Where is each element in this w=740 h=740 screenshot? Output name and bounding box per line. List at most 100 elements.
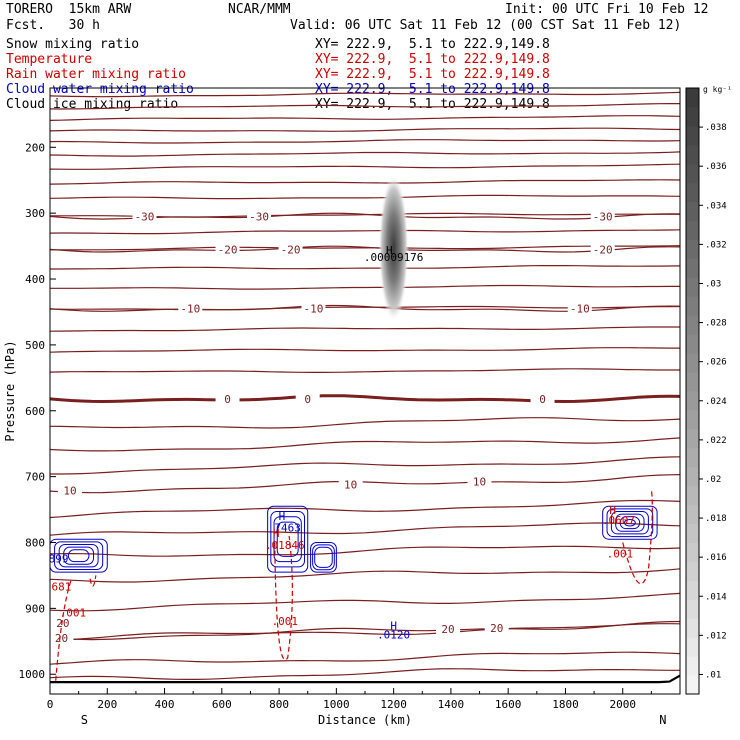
colorbar-segment bbox=[686, 675, 699, 695]
colorbar-segment bbox=[686, 372, 699, 392]
isotherm-label: 0 bbox=[304, 393, 311, 406]
y-tick-label: 600 bbox=[25, 405, 45, 418]
cloud-water-contour bbox=[58, 543, 99, 568]
isotherm-label-bg bbox=[215, 243, 240, 256]
rain-contour bbox=[274, 535, 293, 661]
isotherm-line bbox=[49, 347, 680, 353]
colorbar-segment bbox=[686, 144, 699, 165]
plot-frame bbox=[49, 87, 681, 695]
isotherm-line bbox=[49, 417, 681, 429]
annotation-label: 681 bbox=[52, 581, 72, 594]
cloud-water-contour bbox=[63, 546, 95, 565]
y-tick-label: 800 bbox=[25, 537, 45, 550]
isotherm-label: 10 bbox=[473, 476, 486, 489]
isotherm-label: -10 bbox=[180, 303, 200, 316]
annotation-label: H bbox=[609, 504, 616, 517]
colorbar-segment bbox=[686, 504, 699, 525]
y-axis-label: Pressure (hPa) bbox=[3, 340, 17, 441]
y-tick-label: 200 bbox=[25, 141, 45, 154]
cloud-water-contour bbox=[312, 544, 335, 571]
annotation-label: .001 bbox=[607, 548, 634, 561]
cloud-water-contour bbox=[310, 542, 337, 573]
colorbar-segment bbox=[686, 201, 699, 222]
cloud-water-contour bbox=[610, 511, 649, 535]
y-tick-label: 500 bbox=[25, 339, 45, 352]
cloud-water-contour bbox=[314, 546, 333, 568]
center-title: NCAR/MMM bbox=[228, 2, 291, 17]
isotherm-line bbox=[50, 265, 681, 270]
isotherm-line bbox=[49, 103, 680, 110]
cloud-water-contour bbox=[602, 505, 658, 540]
init-time: Init: 00 UTC Fri 10 Feb 12 bbox=[505, 2, 709, 17]
isotherm-line bbox=[49, 499, 681, 519]
annotation-label: .001 bbox=[60, 606, 87, 619]
isotherm-label: 0 bbox=[539, 393, 546, 406]
annotation-label: .01846 bbox=[265, 539, 305, 552]
colorbar-tick-label: .018 bbox=[705, 514, 727, 524]
isotherm-line bbox=[49, 229, 681, 235]
annotation-label: H bbox=[390, 619, 397, 632]
snow-shading bbox=[378, 174, 409, 323]
isotherm-label-bg bbox=[338, 478, 363, 491]
colorbar-segment bbox=[686, 220, 699, 240]
isotherm-label: -30 bbox=[593, 210, 613, 223]
isotherm-label: -10 bbox=[304, 303, 324, 316]
isotherm-label-bg bbox=[301, 302, 326, 315]
colorbar-segment bbox=[686, 125, 699, 146]
isotherm-label-bg bbox=[178, 302, 203, 315]
colorbar-tick-label: .02 bbox=[705, 475, 721, 485]
isotherm-label: -30 bbox=[249, 210, 269, 223]
isotherm-20 bbox=[49, 620, 681, 641]
isotherm-label: -10 bbox=[570, 303, 590, 316]
isotherm-line bbox=[50, 284, 680, 290]
x-tick-label: 1000 bbox=[323, 698, 350, 711]
colorbar-tick-label: .03 bbox=[705, 279, 721, 289]
isotherm-10 bbox=[49, 474, 681, 494]
isotherm-line bbox=[49, 326, 680, 332]
x-tick-label: 1600 bbox=[495, 698, 522, 711]
rain-contour bbox=[89, 575, 97, 587]
colorbar-segment bbox=[686, 409, 699, 430]
colorbar-segment bbox=[686, 296, 699, 316]
isotherm-label-bg bbox=[567, 302, 592, 315]
colorbar-segment bbox=[686, 466, 699, 487]
isotherm-label: 20 bbox=[441, 623, 454, 636]
annotation-label: H bbox=[273, 527, 280, 540]
isotherm-label: 20 bbox=[490, 622, 503, 635]
y-tick-label: 1000 bbox=[19, 668, 46, 681]
isotherm-line bbox=[49, 127, 681, 132]
colorbar-segment bbox=[686, 163, 699, 184]
cloud-water-contour bbox=[619, 516, 641, 530]
isotherm-label: -20 bbox=[281, 243, 301, 256]
colorbar-segment bbox=[686, 561, 699, 581]
isotherm-label-bg bbox=[278, 243, 303, 256]
cloud-water-contour bbox=[267, 505, 309, 573]
colorbar-segment bbox=[686, 656, 699, 676]
colorbar-tick-label: .034 bbox=[705, 201, 727, 211]
cloud-water-contour bbox=[54, 541, 104, 571]
cloud-water-contour bbox=[276, 521, 299, 557]
isotherm-line bbox=[49, 179, 681, 185]
x-tick-label: 200 bbox=[97, 698, 117, 711]
colorbar: .01 .012 .014 .016 .018 .02 .022 .024 .026 .028 .0… bbox=[685, 85, 732, 695]
isotherm-label: -20 bbox=[593, 243, 613, 256]
microphysics-layer bbox=[49, 174, 658, 681]
field-xy-temperature: XY= 222.9, 5.1 to 222.9,149.8 bbox=[315, 52, 550, 67]
isotherm-0 bbox=[49, 394, 681, 404]
y-tick-label: 300 bbox=[25, 207, 45, 220]
colorbar-segment bbox=[686, 353, 699, 373]
cloud-water-contour bbox=[270, 511, 306, 568]
colorbar-tick-label: .024 bbox=[705, 397, 727, 407]
x-tick-label: 800 bbox=[269, 698, 289, 711]
isotherm-label-bg bbox=[467, 475, 492, 488]
field-name-snow: Snow mixing ratio bbox=[6, 37, 140, 52]
isotherm-label-bg bbox=[247, 210, 272, 223]
colorbar-segment bbox=[686, 637, 699, 657]
annotation-label: H bbox=[386, 244, 393, 257]
colorbar-segment bbox=[686, 485, 699, 506]
isotherm-line bbox=[49, 592, 681, 612]
cloud-water-contour bbox=[273, 516, 302, 563]
colorbar-segment bbox=[686, 523, 699, 543]
colorbar-segment bbox=[686, 447, 699, 468]
